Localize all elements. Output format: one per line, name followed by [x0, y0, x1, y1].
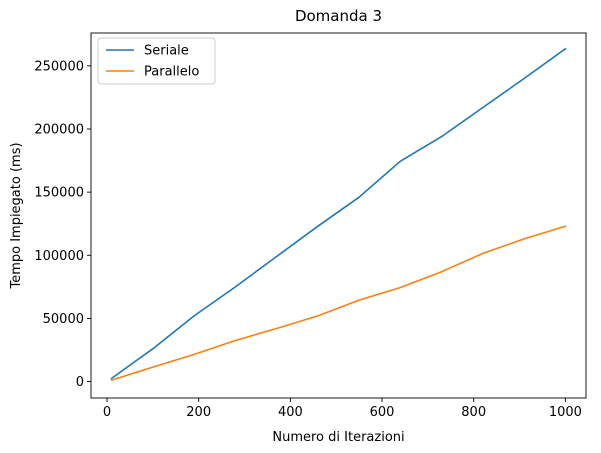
y-tick-label: 150000 — [34, 186, 84, 201]
x-tick-label: 200 — [186, 405, 211, 420]
chart-title: Domanda 3 — [295, 7, 382, 25]
x-tick-label: 1000 — [549, 405, 582, 420]
legend: Seriale Parallelo — [97, 37, 216, 85]
y-axis-label: Tempo Impiegato (ms) — [9, 142, 24, 289]
x-tick-label: 800 — [461, 405, 486, 420]
y-tick-label: 100000 — [34, 249, 84, 264]
x-tick-label: 600 — [370, 405, 395, 420]
y-axis-ticks: 0 50000 100000 150000 200000 250000 — [34, 59, 91, 390]
series-lines — [110, 47, 567, 382]
y-tick-label: 200000 — [34, 122, 84, 137]
x-tick-label: 400 — [278, 405, 303, 420]
x-tick-label: 0 — [103, 405, 111, 420]
y-tick-label: 0 — [76, 375, 84, 390]
x-axis-label: Numero di Iterazioni — [272, 430, 404, 445]
series-line-seriale — [110, 47, 567, 380]
legend-label: Parallelo — [144, 65, 199, 80]
y-tick-label: 50000 — [43, 312, 84, 327]
legend-label: Seriale — [144, 44, 189, 59]
series-line-parallelo — [110, 225, 567, 382]
x-axis-ticks: 0 200 400 600 800 1000 — [103, 398, 582, 420]
y-tick-label: 250000 — [34, 59, 84, 74]
plot-frame — [90, 32, 587, 399]
